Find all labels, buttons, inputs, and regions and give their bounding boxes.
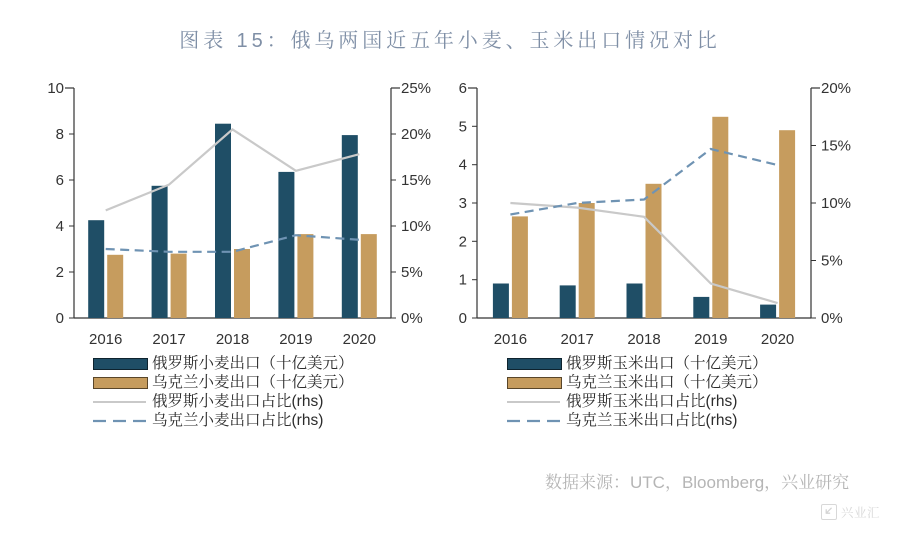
svg-text:0%: 0%	[821, 310, 843, 327]
svg-text:20%: 20%	[821, 82, 851, 97]
svg-text:4: 4	[56, 218, 64, 235]
svg-text:4: 4	[459, 157, 467, 174]
svg-text:2016: 2016	[89, 331, 122, 348]
svg-text:2019: 2019	[279, 331, 312, 348]
svg-text:2020: 2020	[343, 331, 376, 348]
svg-text:2018: 2018	[216, 331, 249, 348]
svg-text:25%: 25%	[401, 82, 431, 97]
svg-text:1: 1	[459, 272, 467, 289]
svg-text:2018: 2018	[627, 331, 660, 348]
svg-text:2: 2	[459, 233, 467, 250]
svg-text:10%: 10%	[821, 195, 851, 212]
svg-text:5%: 5%	[821, 253, 843, 270]
svg-text:8: 8	[56, 126, 64, 143]
svg-text:2: 2	[56, 264, 64, 281]
svg-text:10: 10	[47, 82, 64, 97]
svg-text:2020: 2020	[761, 331, 794, 348]
svg-text:10%: 10%	[401, 218, 431, 235]
svg-text:15%: 15%	[821, 138, 851, 155]
svg-text:6: 6	[459, 82, 467, 97]
svg-text:5%: 5%	[401, 264, 423, 281]
svg-text:2019: 2019	[694, 331, 727, 348]
svg-text:6: 6	[56, 172, 64, 189]
svg-text:20%: 20%	[401, 126, 431, 143]
svg-text:0%: 0%	[401, 310, 423, 327]
svg-text:2017: 2017	[152, 331, 185, 348]
svg-text:2016: 2016	[494, 331, 527, 348]
svg-text:5: 5	[459, 118, 467, 135]
svg-text:3: 3	[459, 195, 467, 212]
svg-text:0: 0	[56, 310, 64, 327]
svg-text:2017: 2017	[561, 331, 594, 348]
svg-text:0: 0	[459, 310, 467, 327]
svg-text:15%: 15%	[401, 172, 431, 189]
